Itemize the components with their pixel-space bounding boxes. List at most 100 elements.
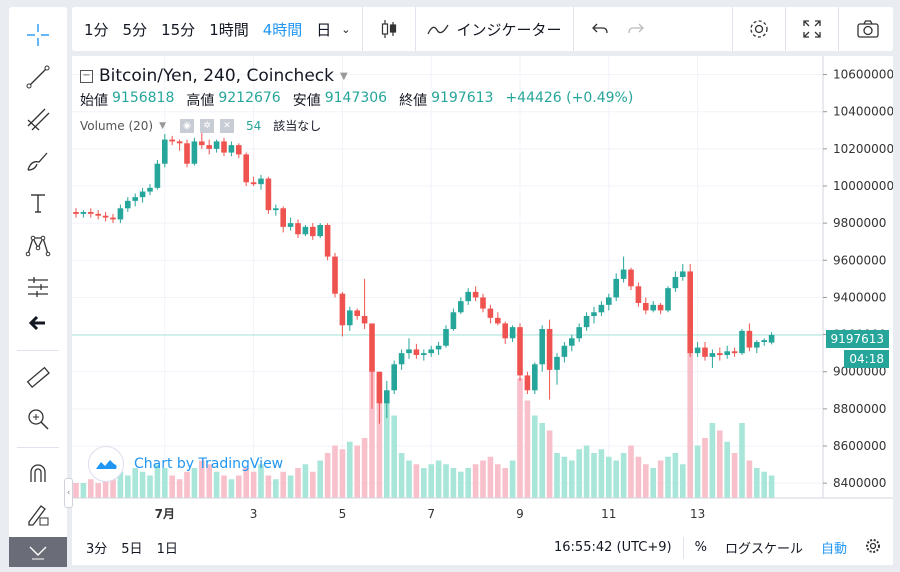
back-arrow-icon[interactable] — [9, 303, 67, 343]
ruler-icon[interactable] — [9, 357, 67, 397]
volume-bar — [406, 460, 412, 498]
log-scale-toggle[interactable]: ログスケール — [724, 542, 803, 557]
percent-toggle[interactable]: % — [694, 540, 707, 555]
lock-drawing-icon[interactable] — [9, 495, 67, 535]
brush-icon[interactable] — [9, 141, 67, 181]
redo-icon[interactable] — [622, 7, 650, 51]
candle-body — [169, 139, 175, 142]
time-tick-label: 11 — [601, 507, 616, 521]
symbol-title[interactable]: Bitcoin/Yen, 240, Coincheck — [99, 66, 334, 86]
price-tick-label: 8800000 — [833, 402, 886, 416]
candle-body — [132, 197, 138, 201]
volume-bar — [332, 445, 338, 498]
range-button-2[interactable]: 5日 — [121, 542, 143, 557]
volume-bar — [236, 475, 242, 498]
volume-bar — [539, 423, 545, 498]
close-icon[interactable]: ✕ — [220, 118, 234, 133]
chevron-down-icon[interactable]: ▼ — [340, 70, 348, 82]
pitchfork-icon[interactable] — [9, 99, 67, 139]
crosshair-icon[interactable] — [9, 15, 67, 55]
candle-body — [480, 297, 486, 309]
interval-1h[interactable]: 1時間 — [209, 20, 249, 39]
volume-bar — [169, 475, 175, 498]
settings-gear-icon[interactable] — [858, 538, 893, 558]
gear-icon[interactable]: ✲ — [200, 118, 214, 133]
volume-bar — [88, 479, 94, 498]
change-value: +44426 (+0.49%) — [505, 90, 634, 106]
low-label: 安値 — [292, 93, 321, 109]
range-button-3[interactable]: 1日 — [156, 542, 178, 557]
candle-body — [80, 212, 87, 214]
volume-bar — [509, 460, 516, 498]
clock-time[interactable]: 16:55:42 (UTC+9) — [554, 540, 672, 555]
interval-1d[interactable]: 日 ⌄ — [309, 7, 357, 51]
candle-body — [384, 390, 390, 404]
candle-body — [569, 338, 575, 346]
candle-body — [73, 212, 79, 214]
undo-icon[interactable] — [578, 7, 622, 51]
pattern-icon[interactable] — [9, 225, 67, 265]
candle-body — [702, 347, 708, 357]
price-tick-label: 8400000 — [833, 476, 886, 490]
volume-bar — [154, 464, 161, 498]
volume-bar — [569, 460, 575, 498]
candle-body — [228, 145, 235, 153]
range-button-1[interactable]: 3分 — [86, 542, 108, 557]
trend-line-icon[interactable] — [9, 57, 67, 97]
volume-bar — [458, 471, 464, 498]
collapse-icon[interactable]: − — [80, 69, 93, 83]
volume-bar — [657, 460, 664, 498]
volume-bar — [384, 400, 390, 498]
volume-bar — [680, 464, 686, 498]
volume-bar — [731, 453, 738, 498]
interval-1m[interactable]: 1分 — [84, 20, 109, 39]
bottom-bar: 3分 5日 1日 16:55:42 (UTC+9) % ログスケール 自動 — [72, 530, 893, 565]
candle-body — [265, 178, 272, 211]
collapse-panel-handle[interactable]: ‹ — [64, 478, 73, 508]
candle-body — [694, 347, 701, 354]
chevron-down-icon: ⌄ — [341, 22, 351, 36]
price-tick-label: 9000000 — [833, 365, 886, 379]
auto-scale-toggle[interactable]: 自動 — [820, 542, 847, 557]
volume-bar — [435, 460, 442, 498]
chart-pane[interactable]: 8400000860000088000009000000920000094000… — [64, 56, 893, 530]
volume-bar — [554, 453, 560, 498]
candle-body — [739, 330, 745, 354]
volume-bar — [280, 471, 286, 498]
candle-body — [591, 312, 597, 316]
eye-icon[interactable]: ◉ — [180, 118, 194, 133]
candle-body — [280, 208, 286, 227]
camera-icon[interactable] — [843, 7, 893, 51]
candle-body — [613, 278, 619, 298]
time-tick-label: 5 — [339, 507, 347, 521]
text-icon[interactable] — [9, 183, 67, 223]
volume-bar — [635, 456, 642, 498]
candle-body — [472, 291, 479, 298]
separator — [17, 447, 59, 448]
candles-icon[interactable] — [367, 7, 411, 51]
candle-body — [184, 143, 190, 164]
eye-icon[interactable] — [9, 537, 67, 567]
volume-bar — [702, 438, 708, 498]
current-price-tag: 9197613 — [825, 330, 889, 348]
interval-4h[interactable]: 4時間 — [262, 20, 303, 39]
candle-body — [532, 364, 538, 391]
watermark-text: Chart by TradingView — [134, 456, 284, 472]
volume-label[interactable]: Volume (20) — [80, 118, 154, 133]
zoom-in-icon[interactable] — [9, 399, 67, 439]
interval-5m[interactable]: 5分 — [122, 20, 148, 39]
indicators-button[interactable]: インジケーター — [420, 7, 569, 51]
interval-15m[interactable]: 15分 — [161, 20, 196, 39]
prediction-icon[interactable] — [9, 267, 67, 307]
magnet-icon[interactable] — [9, 453, 67, 493]
candle-body — [768, 334, 775, 343]
chevron-down-icon[interactable]: ▼ — [159, 120, 166, 131]
settings-gear-icon[interactable] — [737, 7, 781, 51]
tradingview-watermark[interactable]: Chart by TradingView — [88, 446, 283, 482]
volume-bar — [687, 348, 693, 498]
candle-body — [465, 291, 471, 302]
price-tick-label: 8600000 — [833, 439, 886, 453]
volume-bar — [184, 471, 190, 498]
fullscreen-icon[interactable] — [790, 7, 834, 51]
